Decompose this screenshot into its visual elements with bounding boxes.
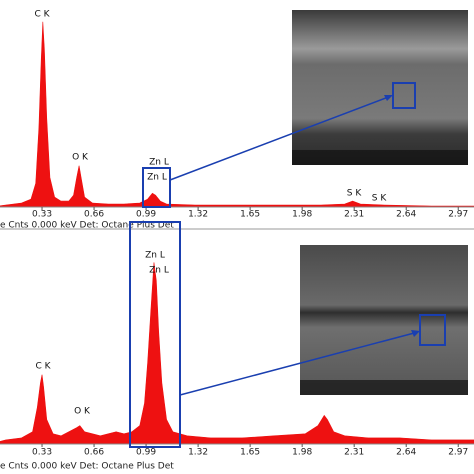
spectrum-panel: e Cnts 0.000 keV Det: Octane Plus Det 2.9… (0, 10, 474, 231)
x-tick-label: 0.66 (84, 448, 104, 458)
peak-label: Zn L (147, 173, 167, 183)
spectrum-area (0, 262, 474, 445)
spectrum-panel: e Cnts 0.000 keV Det: Octane Plus Det 2.9… (0, 221, 474, 472)
peak-label: O K (72, 153, 89, 163)
sem-image (292, 10, 468, 165)
peak-label: C K (35, 362, 51, 372)
arrow (179, 331, 419, 396)
highlight-box (142, 167, 171, 208)
highlight-box (392, 82, 416, 109)
status-line: e Cnts 0.000 keV Det: Octane Plus Det (0, 462, 174, 472)
x-tick-label: 0.99 (136, 448, 156, 458)
highlight-box (129, 221, 181, 448)
arrow (169, 95, 392, 181)
sem-info-bar (292, 150, 468, 165)
x-tick-label: 0.66 (84, 210, 104, 220)
peak-label: Zn L (145, 251, 165, 261)
highlight-box (419, 314, 446, 346)
x-tick-label: 0.33 (32, 210, 52, 220)
spectrum-area (0, 21, 474, 208)
peak-label: S K (372, 194, 388, 204)
peak-label: Zn L (149, 266, 169, 276)
x-tick-label: 2.31 (344, 448, 364, 458)
x-tick-label: 0.99 (136, 210, 156, 220)
status-line: e Cnts 0.000 keV Det: Octane Plus Det (0, 221, 174, 231)
arrow-head (384, 95, 393, 101)
x-tick-label: 2.64 (396, 448, 416, 458)
x-tick-label: 1.98 (292, 448, 312, 458)
x-tick-label: 2.97 (448, 448, 468, 458)
peak-label: S K (347, 189, 363, 199)
sem-image (300, 245, 468, 395)
peak-label: Zn L (149, 158, 169, 168)
peak-label: O K (74, 407, 91, 417)
arrow-head (411, 330, 420, 337)
x-tick-label: 1.65 (240, 210, 260, 220)
peak-label: C K (34, 10, 50, 20)
x-tick-label: 1.32 (188, 448, 208, 458)
x-tick-label: 0.33 (32, 448, 52, 458)
sem-info-bar (300, 380, 468, 395)
x-tick-label: 1.98 (292, 210, 312, 220)
x-tick-label: 2.31 (344, 210, 364, 220)
x-tick-label: 2.64 (396, 210, 416, 220)
x-tick-label: 1.65 (240, 448, 260, 458)
x-tick-label: 2.97 (448, 210, 468, 220)
x-tick-label: 1.32 (188, 210, 208, 220)
